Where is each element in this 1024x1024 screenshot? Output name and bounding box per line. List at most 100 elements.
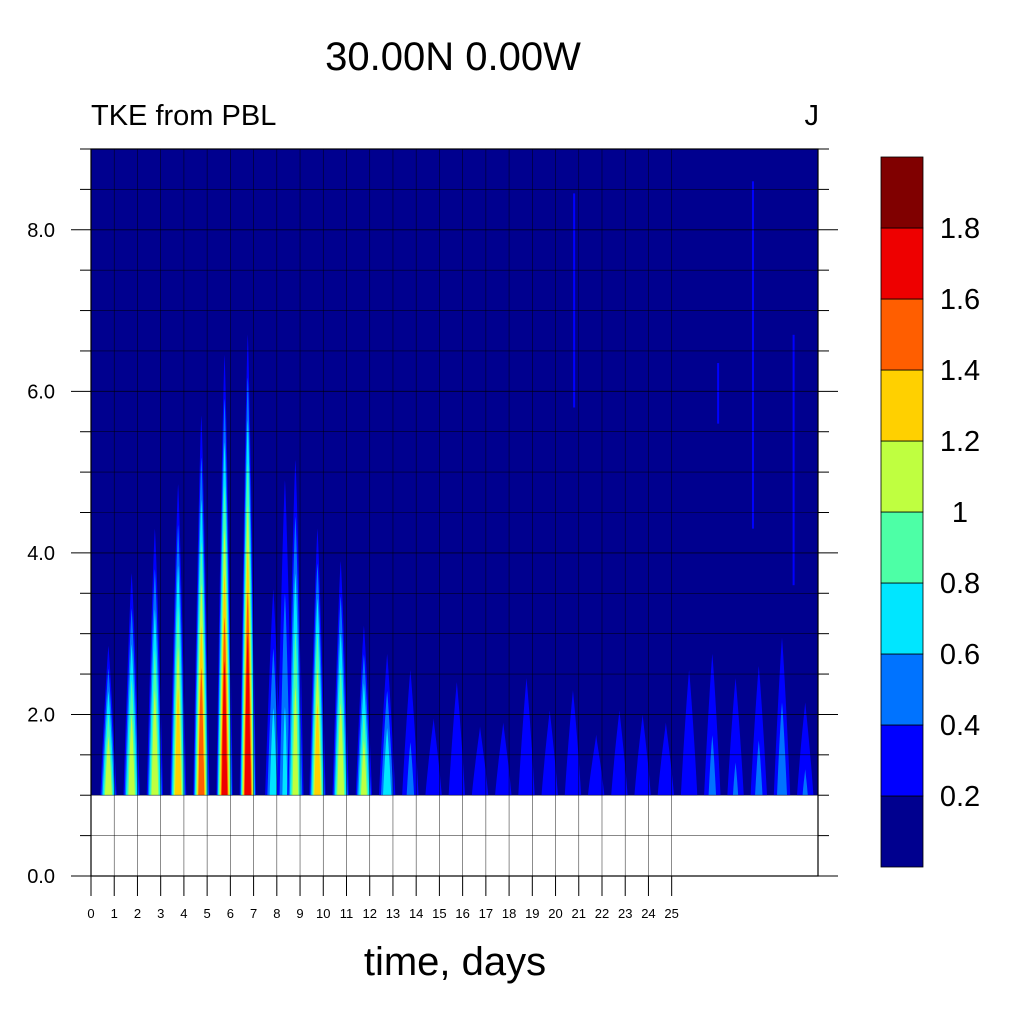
- y-tick-label: 2.0: [27, 704, 55, 726]
- tke-plume: [287, 459, 304, 796]
- x-tick-label: 12: [362, 906, 376, 921]
- x-tick-label: 23: [618, 906, 632, 921]
- plume-band: [383, 727, 392, 796]
- x-tick-label: 9: [296, 906, 303, 921]
- tke-plume: [541, 710, 558, 796]
- y-tick-labels: 0.0 2.0 4.0 6.0 8.0: [27, 220, 55, 888]
- colorbar-box: [880, 653, 924, 726]
- plume-band: [104, 736, 112, 796]
- plume-band: [611, 710, 628, 796]
- x-tick-label: 1: [111, 906, 118, 921]
- colorbar-label: 0.6: [940, 639, 980, 671]
- y-tick-label: 4.0: [27, 543, 55, 565]
- tke-plume: [378, 653, 396, 796]
- colorbar-box: [880, 369, 924, 442]
- colorbar-box: [880, 511, 924, 584]
- colorbar-label: 1.6: [940, 284, 980, 316]
- plume-band: [802, 769, 808, 796]
- tke-plume: [355, 625, 373, 796]
- colorbar-label: 1.8: [940, 213, 980, 245]
- plume-band: [448, 682, 466, 796]
- plume-band: [282, 707, 288, 796]
- plume-band: [495, 722, 512, 796]
- tke-plume: [564, 690, 582, 796]
- plume-band: [587, 734, 605, 796]
- tke-plume: [146, 528, 164, 796]
- plume-band: [402, 670, 419, 796]
- x-tick-label: 22: [595, 906, 609, 921]
- colorbar-box: [880, 440, 924, 513]
- tke-plume: [471, 726, 489, 796]
- x-tick-label: 15: [432, 906, 446, 921]
- plume-band: [704, 653, 721, 796]
- colorbar-box: [880, 156, 924, 229]
- plume-band: [680, 670, 698, 796]
- x-tick-label: 17: [479, 906, 493, 921]
- tke-filament: [717, 363, 720, 424]
- plot-grid: [91, 149, 818, 876]
- plume-band: [797, 702, 814, 796]
- plume-band: [732, 762, 739, 796]
- plume-band: [750, 665, 767, 796]
- plume-band: [776, 702, 787, 796]
- plume-band: [657, 722, 675, 796]
- colorbar: [880, 156, 924, 868]
- x-tick-label: 3: [157, 906, 164, 921]
- tke-plume: [773, 637, 791, 796]
- x-tick-label: 8: [273, 906, 280, 921]
- plume-band: [541, 710, 558, 796]
- tke-plume: [123, 573, 140, 796]
- x-tick-labels: 0 1 2 3 4 5 6 7 8 9 10 11 12 13 14 15 16 17 18 19 20 21 22 23 24…: [87, 906, 679, 921]
- tke-plume: [680, 670, 698, 796]
- y-tick-label: 8.0: [27, 220, 55, 242]
- x-tick-label: 19: [525, 906, 539, 921]
- colorbar-box: [880, 227, 924, 300]
- chart-title: 30.00N 0.00W: [325, 35, 581, 79]
- x-tick-label: 0: [87, 906, 94, 921]
- plume-band: [174, 687, 182, 796]
- plume-band: [518, 678, 535, 796]
- tke-filament: [573, 193, 576, 408]
- tke-plume: [704, 653, 721, 796]
- plume-band: [128, 715, 135, 796]
- x-axis-label: time, days: [364, 940, 546, 984]
- plume-band: [727, 678, 744, 796]
- tke-filament: [792, 334, 795, 586]
- tke-plume: [193, 415, 210, 796]
- colorbar-label: 1.4: [940, 355, 980, 387]
- x-tick-label: 24: [641, 906, 655, 921]
- colorbar-label: 0.2: [940, 781, 980, 813]
- x-tick-label: 7: [250, 906, 257, 921]
- x-tick-label: 25: [664, 906, 678, 921]
- x-tick-label: 21: [572, 906, 586, 921]
- x-tick-label: 14: [409, 906, 423, 921]
- colorbar-box: [880, 795, 924, 868]
- colorbar-box: [880, 298, 924, 371]
- y-tick-label: 0.0: [27, 866, 55, 888]
- x-tick-label: 18: [502, 906, 516, 921]
- tke-filament: [751, 181, 754, 529]
- tke-plume: [265, 589, 282, 796]
- x-tick-label: 5: [204, 906, 211, 921]
- tke-plume: [797, 702, 814, 796]
- axis-ticks: [71, 148, 838, 896]
- plume-band: [406, 742, 415, 796]
- x-tick-label: 10: [316, 906, 330, 921]
- colorbar-label: 1.2: [940, 426, 980, 458]
- tke-plume: [332, 560, 349, 796]
- colorbar-box: [880, 582, 924, 655]
- tke-plume: [587, 734, 605, 796]
- colorbar-label: 0.8: [940, 568, 980, 600]
- x-tick-label: 2: [134, 906, 141, 921]
- plume-band: [708, 735, 717, 796]
- tke-plume: [402, 670, 419, 796]
- tke-plume: [750, 665, 767, 796]
- tke-plume: [495, 722, 512, 796]
- y-tick-label: 6.0: [27, 381, 55, 403]
- tke-plume: [100, 645, 117, 796]
- colorbar-label: 0.4: [940, 710, 980, 742]
- plume-band: [755, 740, 763, 796]
- tke-plume: [216, 354, 233, 796]
- tke-plume: [448, 682, 466, 796]
